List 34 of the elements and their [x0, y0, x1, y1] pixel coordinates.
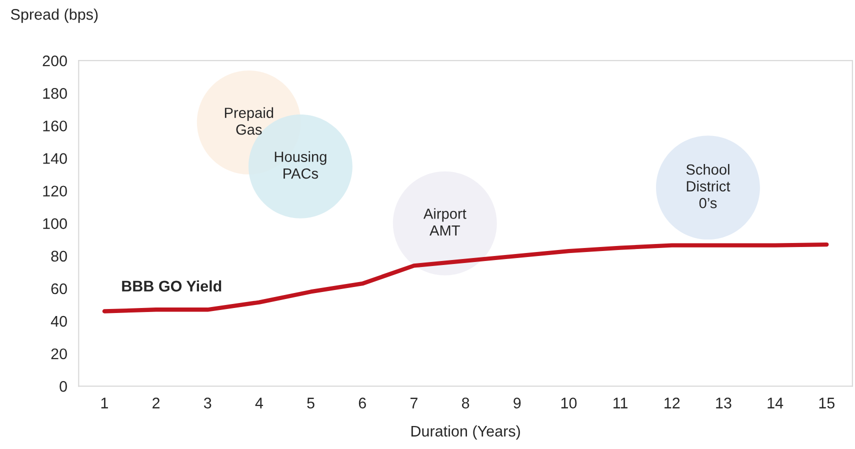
- y-tick-label: 60: [51, 283, 67, 294]
- y-tick-label: 20: [51, 348, 67, 360]
- x-tick-label: 10: [561, 398, 577, 408]
- y-tick-label: 200: [42, 55, 67, 66]
- x-tick-label: 1: [101, 398, 108, 408]
- x-tick-label: 12: [664, 398, 680, 408]
- y-tick-label: 40: [50, 316, 67, 327]
- x-tick-label: 13: [716, 398, 732, 408]
- x-tick-label: 2: [152, 398, 160, 408]
- y-tick-label: 80: [51, 250, 67, 262]
- x-tick-label: 5: [307, 398, 314, 408]
- y-tick-label: 100: [43, 218, 67, 230]
- series-label: Airport AMT: [423, 208, 466, 236]
- y-tick-label: 0: [60, 381, 67, 392]
- x-tick-label: 14: [768, 398, 784, 408]
- line-series: [102, 242, 829, 314]
- y-tick-label: 180: [43, 88, 67, 99]
- x-tick-label: 11: [614, 398, 628, 408]
- y-tick-label: 140: [43, 153, 67, 164]
- x-tick-label: 3: [204, 398, 212, 408]
- x-tick-label: 8: [462, 398, 470, 408]
- x-tick-label: 15: [819, 398, 834, 408]
- x-tick-label: 9: [514, 398, 521, 408]
- x-tick-label: 6: [358, 398, 366, 408]
- series-label: BBB GO Yield: [122, 280, 222, 292]
- y-tick-label: 120: [43, 186, 67, 197]
- x-tick-label: 4: [255, 398, 264, 408]
- series-label: Housing PACs: [274, 151, 326, 179]
- series-label: Prepaid Gas: [224, 107, 274, 135]
- series-label: School District 0’s: [686, 164, 730, 208]
- y-axis-title: Spread (bps): [10, 8, 98, 23]
- x-axis-title: Duration (Years): [411, 425, 520, 440]
- y-tick-label: 160: [43, 120, 67, 132]
- x-tick-label: 7: [410, 398, 418, 408]
